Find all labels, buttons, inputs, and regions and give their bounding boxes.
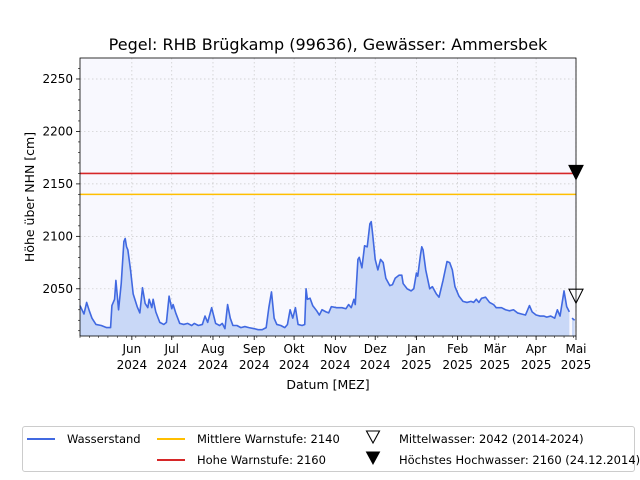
x-axis: Jun 2024 Jul 2024 Aug 2024 Sep 2024 Okt 2024 Nov 20… — [79, 336, 592, 372]
y-tick-label: 2100 — [42, 229, 73, 243]
legend: Wasserstand Mittlere Warnstufe: 2140 Hoh… — [22, 426, 640, 472]
water-level-series-line — [79, 220, 571, 331]
legend-item-hohe-warnstufe: Hohe Warnstufe: 2160 — [157, 453, 326, 467]
x-tick-label-month: Apr — [526, 342, 547, 356]
grid — [80, 58, 577, 336]
water-level-line — [79, 220, 576, 331]
legend-label-mittelwasser: Mittelwasser: 2042 (2014-2024) — [399, 431, 584, 446]
x-tick-label-year: 2025 — [561, 358, 592, 372]
x-axis-label: Datum [MEZ] — [286, 377, 369, 392]
y-axis: 2050 2100 2150 2200 2250 — [42, 68, 80, 332]
y-tick-label: 2200 — [42, 124, 73, 138]
open-triangle-down-icon — [359, 429, 387, 448]
x-tick-label-year: 2024 — [279, 358, 310, 372]
x-tick-label-month: Dez — [364, 342, 387, 356]
x-tick-label-year: 2024 — [198, 358, 229, 372]
legend-label-wasserstand: Wasserstand — [67, 432, 141, 446]
legend-item-wasserstand: Wasserstand — [27, 432, 141, 446]
legend-item-mittelwasser: Mittelwasser: 2042 (2014-2024) — [359, 429, 584, 448]
x-tick-label-month: Feb — [447, 342, 468, 356]
x-tick-label-year: 2024 — [239, 358, 270, 372]
x-tick-label-month: Jan — [406, 342, 426, 356]
legend-swatch-wasserstand — [27, 438, 55, 440]
x-tick-label-year: 2025 — [480, 358, 511, 372]
water-level-fill — [80, 221, 570, 336]
plot-area — [80, 58, 576, 336]
x-tick-label-year: 2025 — [442, 358, 473, 372]
x-tick-label-month: Jul — [164, 342, 179, 356]
x-tick-label-year: 2024 — [360, 358, 391, 372]
legend-label-hohe-warnstufe: Hohe Warnstufe: 2160 — [197, 453, 326, 467]
x-tick-label-month: Mai — [565, 342, 586, 356]
legend-item-mittlere-warnstufe: Mittlere Warnstufe: 2140 — [157, 432, 340, 446]
filled-triangle-down-icon — [359, 450, 387, 469]
legend-label-hoechstes-hochwasser: Höchstes Hochwasser: 2160 (24.12.2014) — [399, 452, 640, 467]
x-tick-label-year: 2024 — [117, 358, 148, 372]
legend-label-mittlere-warnstufe: Mittlere Warnstufe: 2140 — [197, 432, 340, 446]
y-tick-label: 2250 — [42, 72, 73, 86]
x-tick-label-month: Mär — [484, 342, 507, 356]
y-tick-label: 2150 — [42, 177, 73, 191]
x-tick-label-month: Aug — [201, 342, 224, 356]
water-level-series-line — [571, 317, 576, 321]
x-tick-label-year: 2025 — [521, 358, 552, 372]
water-level-area — [80, 221, 575, 336]
y-tick-label: 2050 — [42, 282, 73, 296]
y-axis-label: Höhe über NHN [cm] — [22, 132, 37, 262]
x-tick-label-month: Sep — [243, 342, 266, 356]
legend-swatch-mittlere-warnstufe — [157, 438, 185, 440]
chart-title: Pegel: RHB Brügkamp (99636), Gewässer: A… — [109, 35, 548, 54]
x-tick-label-year: 2025 — [401, 358, 432, 372]
x-tick-label-month: Okt — [284, 342, 305, 356]
x-tick-label-month: Jun — [121, 342, 141, 356]
x-tick-label-year: 2024 — [320, 358, 351, 372]
plot-frame — [79, 57, 577, 337]
x-tick-label-year: 2024 — [156, 358, 187, 372]
x-tick-label-month: Nov — [324, 342, 347, 356]
water-level-fill — [572, 318, 575, 336]
legend-swatch-hohe-warnstufe — [157, 459, 185, 461]
warning-lines — [80, 172, 576, 196]
legend-item-hoechstes-hochwasser: Höchstes Hochwasser: 2160 (24.12.2014) — [359, 450, 640, 469]
